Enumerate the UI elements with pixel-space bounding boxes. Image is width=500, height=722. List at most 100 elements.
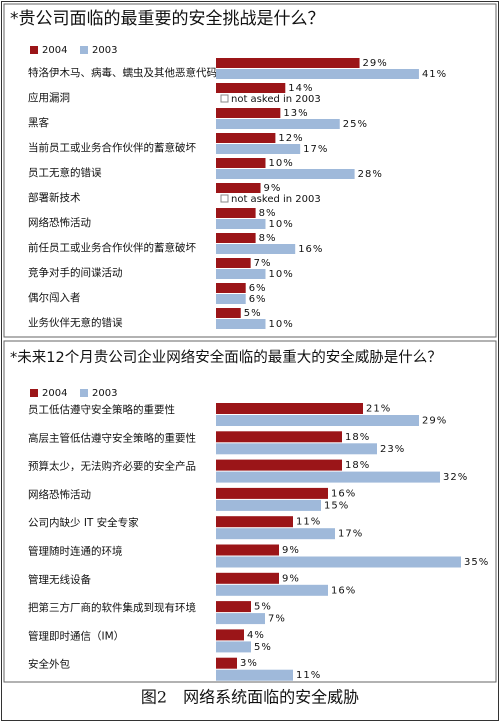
value-label: 7% xyxy=(254,258,272,269)
bar xyxy=(216,443,377,455)
bar xyxy=(216,258,251,268)
bar xyxy=(216,487,328,499)
category-label: 管理无线设备 xyxy=(28,573,91,586)
category-label: 管理随时连通的环境 xyxy=(28,545,123,558)
legend-swatch xyxy=(80,389,88,397)
value-label: 14% xyxy=(288,83,313,94)
value-label: 13% xyxy=(283,108,308,119)
bar xyxy=(216,544,279,556)
bar xyxy=(216,133,276,143)
category-label: 业务伙伴无意的错误 xyxy=(28,316,123,329)
value-label: 15% xyxy=(324,500,349,511)
chart-border xyxy=(3,340,497,683)
category-label: 应用漏洞 xyxy=(28,91,70,104)
bar xyxy=(216,669,293,681)
bar xyxy=(216,244,296,254)
value-label: 29% xyxy=(422,416,447,427)
bar xyxy=(216,499,321,511)
bar xyxy=(216,528,335,540)
value-label: 8% xyxy=(259,233,277,244)
chart-title: *贵公司面临的最重要的安全挑战是什么？ xyxy=(10,9,325,29)
bar xyxy=(216,319,266,329)
category-label: 网络恐怖活动 xyxy=(28,216,91,229)
note-label: not asked in 2003 xyxy=(231,94,321,105)
value-label: 11% xyxy=(296,517,321,528)
bar xyxy=(216,58,360,68)
value-label: 6% xyxy=(249,294,267,305)
legend-label: 2003 xyxy=(92,45,117,56)
legend-swatch xyxy=(30,46,38,54)
chart-border xyxy=(3,3,497,338)
value-label: 17% xyxy=(303,144,328,155)
bar xyxy=(216,169,355,179)
category-label: 网络恐怖活动 xyxy=(28,488,91,501)
value-label: 6% xyxy=(249,283,267,294)
bar xyxy=(216,471,440,483)
value-label: 35% xyxy=(464,557,489,568)
category-label: 当前员工或业务合作伙伴的蓄意破坏 xyxy=(28,141,196,154)
value-label: 25% xyxy=(343,119,368,130)
value-label: 21% xyxy=(366,404,391,415)
bar xyxy=(216,294,246,304)
bar xyxy=(216,629,244,641)
note-box xyxy=(220,94,229,103)
value-label: 16% xyxy=(331,585,356,596)
bar xyxy=(216,108,281,118)
value-label: 5% xyxy=(254,602,272,613)
value-label: 18% xyxy=(345,432,370,443)
bar xyxy=(216,158,266,168)
category-label: 员工低估遵守安全策略的重要性 xyxy=(28,403,175,416)
bar xyxy=(216,415,419,426)
value-label: 10% xyxy=(269,158,294,169)
value-label: 12% xyxy=(278,133,303,144)
category-label: 把第三方厂商的软件集成到现有环境 xyxy=(28,601,196,614)
value-label: 5% xyxy=(244,308,262,319)
caption: 图2 网络系统面临的安全威胁 xyxy=(141,688,359,707)
category-label: 部署新技术 xyxy=(28,191,81,204)
category-label: 安全外包 xyxy=(28,658,70,671)
category-label: 竞争对手的间谍活动 xyxy=(28,266,123,279)
bar xyxy=(216,556,461,568)
value-label: 10% xyxy=(269,219,294,230)
value-label: 9% xyxy=(264,183,282,194)
bar xyxy=(216,572,279,584)
chart-title: *未来12个月贵公司企业网络安全面临的最重大的安全威胁是什么？ xyxy=(10,348,442,366)
legend-label: 2004 xyxy=(42,388,67,399)
bar xyxy=(216,119,340,129)
bar xyxy=(216,308,241,318)
value-label: 28% xyxy=(358,169,383,180)
bar xyxy=(216,83,286,93)
bar xyxy=(216,516,293,528)
category-label: 高层主管低估遵守安全策略的重要性 xyxy=(28,431,196,444)
legend-label: 2004 xyxy=(42,45,67,56)
value-label: 23% xyxy=(380,444,405,455)
value-label: 29% xyxy=(363,58,388,69)
value-label: 10% xyxy=(269,319,294,330)
value-label: 3% xyxy=(240,658,258,669)
value-label: 18% xyxy=(345,460,370,471)
category-label: 管理即时通信（IM） xyxy=(28,629,124,642)
note-box xyxy=(220,194,229,203)
bar xyxy=(216,183,261,193)
value-label: 7% xyxy=(268,614,286,625)
category-label: 公司内缺少 IT 安全专家 xyxy=(28,516,139,529)
category-label: 前任员工或业务合作伙伴的蓄意破坏 xyxy=(28,241,196,254)
value-label: 16% xyxy=(298,244,323,255)
bar xyxy=(216,69,419,79)
bar xyxy=(216,403,363,414)
bar xyxy=(216,459,342,471)
category-label: 员工无意的错误 xyxy=(28,166,102,179)
bar xyxy=(216,641,251,653)
value-label: 10% xyxy=(269,269,294,280)
bar xyxy=(216,219,266,229)
value-label: 9% xyxy=(282,573,300,584)
value-label: 16% xyxy=(331,488,356,499)
bar xyxy=(216,269,266,279)
category-label: 黑客 xyxy=(28,116,49,129)
value-label: 17% xyxy=(338,529,363,540)
bar xyxy=(216,208,256,218)
bar xyxy=(216,584,328,596)
category-label: 预算太少，无法购齐必要的安全产品 xyxy=(28,460,196,473)
legend-swatch xyxy=(80,46,88,54)
